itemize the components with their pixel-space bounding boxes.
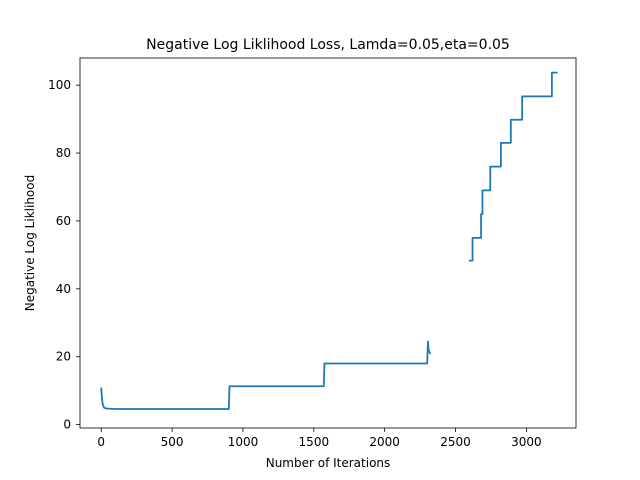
y-tick-label: 40 <box>56 282 71 296</box>
y-tick-label: 20 <box>56 350 71 364</box>
x-tick-label: 3000 <box>511 435 542 449</box>
y-tick-label: 60 <box>56 214 71 228</box>
y-axis-label: Negative Log Liklihood <box>23 175 37 311</box>
y-tick-label: 80 <box>56 146 71 160</box>
y-tick-label: 100 <box>48 78 71 92</box>
x-tick-label: 1000 <box>228 435 259 449</box>
x-axis-label: Number of Iterations <box>266 456 391 470</box>
y-tick-label: 0 <box>63 418 71 432</box>
x-tick-label: 2500 <box>440 435 471 449</box>
series-line-0-segment-1 <box>468 71 558 262</box>
x-tick-label: 500 <box>161 435 184 449</box>
chart-title: Negative Log Liklihood Loss, Lamda=0.05,… <box>146 37 510 53</box>
plot-area: 0 500 1000 1500 2000 2500 3000 0 20 40 60 80 100 <box>48 57 577 449</box>
x-tick-label: 2000 <box>369 435 400 449</box>
series-line-0-segment-0 <box>100 340 431 410</box>
x-tick-label: 0 <box>97 435 105 449</box>
x-tick-label: 1500 <box>299 435 330 449</box>
plot-frame <box>79 57 577 429</box>
